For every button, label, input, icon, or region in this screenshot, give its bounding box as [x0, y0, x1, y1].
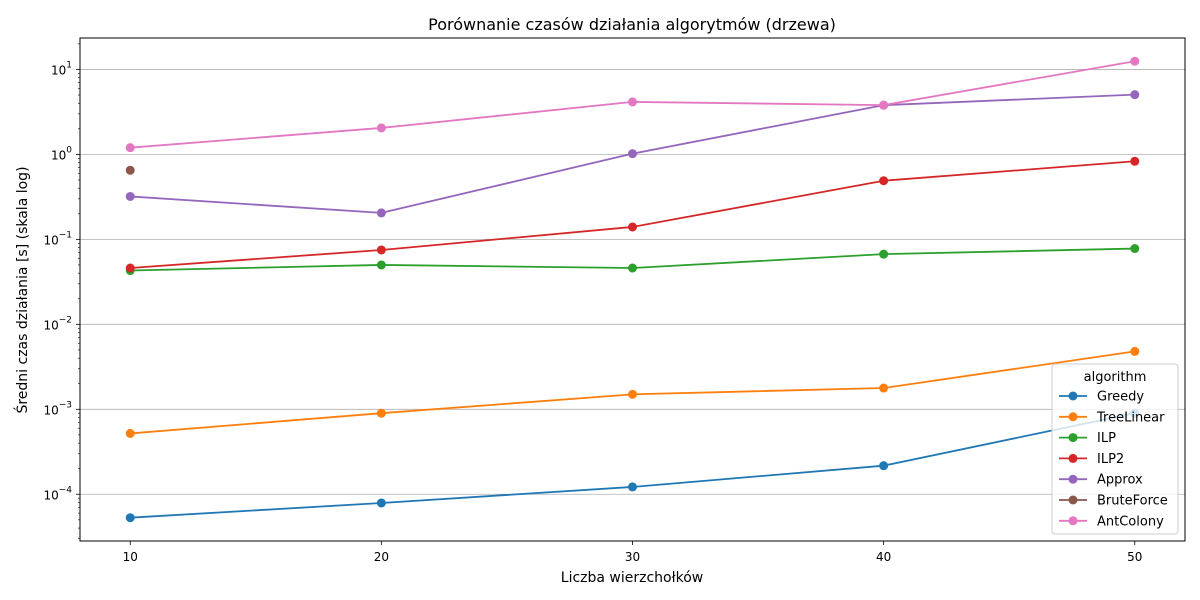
x-tick-label: 10 — [123, 550, 138, 564]
y-tick-label: 10−4 — [43, 485, 72, 502]
series-ilp — [125, 244, 1140, 276]
y-axis-label: Średni czas działania [s] (skala log) — [13, 166, 31, 413]
data-point-ilp2 — [879, 176, 889, 186]
data-point-greedy — [125, 513, 135, 523]
legend-box — [1051, 363, 1179, 535]
legend-marker — [1068, 495, 1078, 505]
data-point-antcolony — [1130, 56, 1140, 66]
data-point-greedy — [376, 498, 386, 508]
data-point-ilp — [376, 260, 386, 270]
series-greedy — [125, 408, 1140, 523]
legend-label: TreeLinear — [1096, 410, 1165, 425]
legend-title: algorithm — [1084, 370, 1147, 385]
x-axis: 10 20 30 40 50 — [123, 541, 1142, 564]
data-point-ilp2 — [628, 222, 637, 232]
data-point-ilp — [879, 249, 889, 259]
plot-area-frame — [79, 37, 1186, 542]
data-point-greedy — [879, 461, 889, 471]
data-point-treelinear — [1130, 346, 1140, 356]
data-point-antcolony — [628, 97, 637, 107]
x-tick-label: 50 — [1127, 550, 1142, 564]
data-point-antcolony — [879, 100, 889, 110]
data-point-ilp2 — [125, 263, 135, 273]
data-point-approx — [376, 208, 386, 218]
legend-label: ILP — [1097, 431, 1116, 446]
legend: algorithm Greedy TreeLinear ILP ILP2 Approx B… — [1051, 363, 1179, 535]
data-point-ilp — [628, 263, 637, 273]
data-point-antcolony — [125, 143, 135, 153]
x-tick-label: 20 — [374, 550, 389, 564]
legend-item-bruteforce: BruteForce — [1059, 494, 1168, 509]
grid — [80, 69, 1185, 495]
y-tick-label: 10−3 — [43, 400, 72, 417]
y-tick-label: 101 — [51, 60, 72, 77]
series-treelinear — [125, 346, 1140, 438]
legend-label: AntColony — [1097, 514, 1164, 529]
legend-marker — [1068, 391, 1078, 401]
x-axis-label: Liczba wierzchołków — [561, 570, 703, 586]
data-point-treelinear — [125, 428, 135, 438]
legend-item-ilp: ILP — [1059, 431, 1116, 446]
data-point-approx — [628, 149, 637, 159]
y-tick-label: 10−1 — [43, 230, 72, 247]
data-point-treelinear — [879, 383, 889, 393]
legend-label: ILP2 — [1097, 452, 1124, 467]
data-point-ilp — [1130, 244, 1140, 254]
legend-items: Greedy TreeLinear ILP ILP2 Approx BruteForce A… — [1059, 390, 1168, 529]
legend-marker — [1068, 453, 1078, 463]
chart-title: Porównanie czasów działania algorytmów (… — [428, 15, 836, 34]
series-antcolony — [125, 56, 1140, 153]
series-layer — [125, 56, 1140, 523]
data-point-approx — [125, 191, 135, 201]
y-tick-label: 100 — [51, 145, 72, 162]
legend-item-greedy: Greedy — [1059, 390, 1144, 405]
series-line-greedy — [130, 412, 1135, 519]
data-point-ilp2 — [376, 245, 386, 255]
legend-marker — [1068, 433, 1078, 443]
legend-marker — [1068, 412, 1078, 422]
legend-item-ilp2: ILP2 — [1059, 452, 1124, 467]
data-point-treelinear — [376, 408, 386, 418]
legend-item-approx: Approx — [1059, 473, 1143, 488]
data-point-treelinear — [628, 389, 637, 399]
data-point-ilp2 — [1130, 156, 1140, 166]
legend-item-antcolony: AntColony — [1059, 514, 1164, 529]
series-bruteforce — [125, 165, 135, 175]
data-point-greedy — [628, 482, 637, 492]
legend-label: Approx — [1097, 473, 1143, 488]
x-tick-label: 40 — [876, 550, 891, 564]
legend-label: BruteForce — [1097, 494, 1168, 509]
legend-label: Greedy — [1097, 390, 1144, 405]
legend-marker — [1068, 474, 1078, 484]
y-axis: 10−4 10−3 10−2 10−1 100 101 — [43, 43, 80, 539]
data-point-antcolony — [376, 123, 386, 133]
x-tick-label: 30 — [625, 550, 640, 564]
legend-item-treelinear: TreeLinear — [1059, 410, 1165, 425]
series-approx — [125, 90, 1140, 218]
y-tick-label: 10−2 — [43, 315, 72, 332]
data-point-bruteforce — [125, 165, 135, 175]
series-ilp2 — [125, 156, 1140, 273]
legend-marker — [1068, 516, 1078, 526]
data-point-approx — [1130, 90, 1140, 100]
